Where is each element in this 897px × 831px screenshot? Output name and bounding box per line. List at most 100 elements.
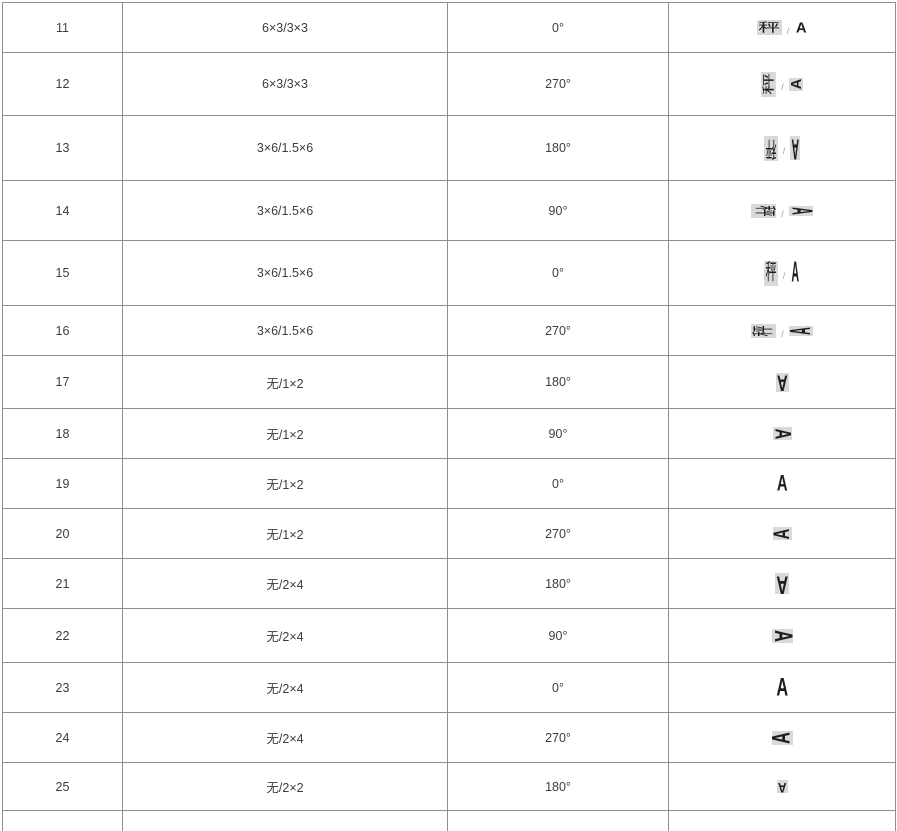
table-row: 24 无/2×4 270° A <box>3 713 896 763</box>
row-number-cell: 13 <box>3 116 123 181</box>
font-size-cell <box>123 811 448 831</box>
font-size-cell: 3×6/1.5×6 <box>123 116 448 181</box>
row-number-cell: 20 <box>3 509 123 559</box>
rotation-angle: 0° <box>552 266 564 280</box>
row-number: 17 <box>55 375 70 389</box>
ascii-glyph: A <box>768 730 796 745</box>
table-row: 22 无/2×4 90° A <box>3 609 896 663</box>
ascii-glyph-char: A <box>795 19 807 36</box>
row-number-cell: 16 <box>3 306 123 356</box>
font-size-cell: 无/1×2 <box>123 509 448 559</box>
table-row: 13 3×6/1.5×6 180° 秤 / A <box>3 116 896 181</box>
table-row: 19 无/1×2 0° A <box>3 459 896 509</box>
ascii-glyph: A <box>785 325 817 336</box>
glyph-separator: / <box>782 146 786 156</box>
glyph-separator: / <box>782 271 786 281</box>
font-size-spec: 3×6/1.5×6 <box>256 203 314 218</box>
font-size-spec: 3×6/1.5×6 <box>256 323 314 338</box>
glyph-sample-cell: A <box>669 609 896 663</box>
ascii-glyph-char: A <box>776 369 788 395</box>
row-number: 16 <box>55 323 70 338</box>
table-row: 21 无/2×4 180° A <box>3 559 896 609</box>
ascii-glyph-char: A <box>776 569 788 598</box>
row-number: 11 <box>56 20 69 35</box>
ascii-glyph-char: A <box>768 629 796 642</box>
font-size-spec: 6×3/3×3 <box>262 20 308 35</box>
glyph-sample-cell: A <box>669 356 896 409</box>
rotation-angle: 0° <box>552 680 564 695</box>
ascii-glyph: A <box>787 77 804 91</box>
ascii-glyph: A <box>790 257 800 289</box>
ascii-glyph-char: A <box>769 528 795 539</box>
hanzi-glyph: 秤 <box>763 260 778 286</box>
row-number: 18 <box>55 426 70 441</box>
font-size-cell: 无/1×2 <box>123 459 448 509</box>
rotation-angle: 270° <box>545 323 571 338</box>
ascii-glyph-char: A <box>776 471 788 496</box>
hanzi-glyph: 秤 <box>756 20 782 35</box>
angle-cell: 0° <box>448 3 669 53</box>
angle-cell: 270° <box>448 509 669 559</box>
font-size-spec: 无/1×2 <box>266 528 304 542</box>
hanzi-glyph-char: 秤 <box>758 20 781 35</box>
rotation-angle: 270° <box>545 730 571 745</box>
table-row: 20 无/1×2 270° A <box>3 509 896 559</box>
table-row: 23 无/2×4 0° A <box>3 663 896 713</box>
angle-cell: 180° <box>448 116 669 181</box>
glyph-sample-cell: 秤 / A <box>669 116 896 181</box>
rotation-angle: 0° <box>552 20 564 35</box>
font-size-cell: 无/2×4 <box>123 663 448 713</box>
font-size-spec: 无/2×2 <box>266 781 304 795</box>
rotation-angle: 0° <box>552 476 564 491</box>
row-number-cell: 24 <box>3 713 123 763</box>
row-number: 15 <box>55 266 70 280</box>
row-number-cell <box>3 811 123 831</box>
font-size-spec: 无/2×4 <box>266 732 304 746</box>
ascii-glyph: A <box>790 132 801 164</box>
angle-cell: 90° <box>448 181 669 241</box>
rotation-angle: 180° <box>545 141 571 155</box>
row-number: 22 <box>55 628 70 643</box>
angle-cell: 90° <box>448 409 669 459</box>
hanzi-glyph: 秤 <box>763 135 778 161</box>
row-number-cell: 18 <box>3 409 123 459</box>
angle-cell: 0° <box>448 241 669 306</box>
font-size-spec: 6×3/3×3 <box>262 77 308 91</box>
hanzi-glyph-char: 秤 <box>751 325 776 336</box>
angle-cell: 180° <box>448 763 669 811</box>
rotation-angle: 270° <box>545 526 571 541</box>
ascii-glyph-char: A <box>768 731 796 744</box>
table-row: 12 6×3/3×3 270° 秤 / A <box>3 53 896 116</box>
glyph-sample-cell: 秤 / A <box>669 306 896 356</box>
row-number: 13 <box>55 141 70 155</box>
row-number-cell: 15 <box>3 241 123 306</box>
angle-cell: 0° <box>448 459 669 509</box>
hanzi-glyph-char: 秤 <box>751 205 776 216</box>
row-number: 23 <box>55 680 70 695</box>
row-number-cell: 14 <box>3 181 123 241</box>
glyph-sample-cell: A <box>669 763 896 811</box>
row-number-cell: 21 <box>3 559 123 609</box>
row-number: 21 <box>55 576 70 591</box>
angle-cell: 180° <box>448 356 669 409</box>
rotation-angle: 180° <box>545 576 571 591</box>
ascii-glyph-char: A <box>769 428 795 439</box>
font-size-cell: 无/2×4 <box>123 713 448 763</box>
hanzi-glyph-char: 秤 <box>762 73 776 95</box>
table-row: 16 3×6/1.5×6 270° 秤 / A <box>3 306 896 356</box>
font-size-cell: 6×3/3×3 <box>123 53 448 116</box>
font-size-spec: 无/2×4 <box>266 630 304 644</box>
font-size-cell: 无/2×4 <box>123 559 448 609</box>
ascii-glyph-char: A <box>791 257 800 289</box>
ascii-glyph-char: A <box>776 673 788 702</box>
glyph-sample-cell: 秤 / A <box>669 53 896 116</box>
font-size-cell: 无/1×2 <box>123 356 448 409</box>
ascii-glyph: A <box>775 369 789 395</box>
angle-cell: 270° <box>448 713 669 763</box>
hanzi-glyph: 秤 <box>751 203 777 218</box>
ascii-glyph-char: A <box>777 778 787 795</box>
ascii-glyph: A <box>794 19 807 36</box>
row-number-cell: 17 <box>3 356 123 409</box>
row-number: 19 <box>55 476 70 491</box>
